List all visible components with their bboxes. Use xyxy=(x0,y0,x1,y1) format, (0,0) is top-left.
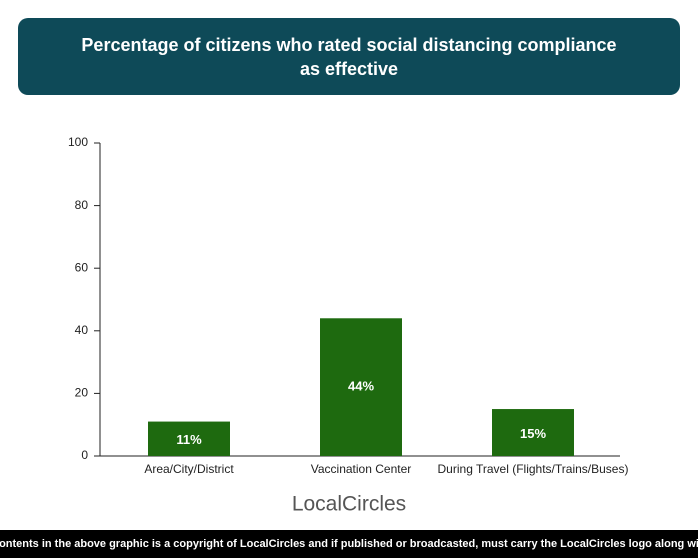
x-tick-label: During Travel (Flights/Trains/Buses) xyxy=(438,462,629,476)
value-label: 44% xyxy=(348,379,374,394)
bar xyxy=(320,318,402,456)
y-tick-label: 80 xyxy=(75,198,89,212)
logo: LocalCircles xyxy=(292,493,406,516)
title-wrap: Percentage of citizens who rated social … xyxy=(81,35,617,79)
chart-title: Percentage of citizens who rated social … xyxy=(81,35,617,79)
x-tick-label: Vaccination Center xyxy=(311,462,412,476)
y-tick-label: 100 xyxy=(68,135,88,149)
footer-bar xyxy=(0,530,698,558)
y-tick-label: 40 xyxy=(75,323,89,337)
x-tick-label: Area/City/District xyxy=(144,462,234,476)
y-tick-label: 0 xyxy=(81,448,88,462)
footer-text: All contents in the above graphic is a c… xyxy=(0,538,698,550)
value-label: 11% xyxy=(176,432,202,447)
value-label: 15% xyxy=(520,426,546,441)
y-tick-label: 60 xyxy=(75,260,89,274)
title-box xyxy=(18,18,680,95)
bar xyxy=(148,421,230,456)
y-tick-label: 20 xyxy=(75,386,89,400)
bar xyxy=(492,409,574,456)
